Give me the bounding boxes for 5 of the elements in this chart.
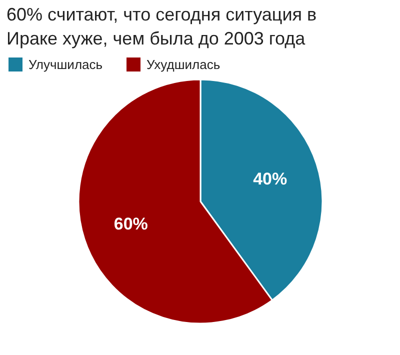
data-label: 40% bbox=[253, 169, 288, 188]
legend-label: Улучшилась bbox=[28, 57, 103, 72]
chart-title: 60% считают, что сегодня ситуация в Ираке хуже, чем была до 2003 года bbox=[6, 4, 317, 48]
legend-label: Ухудшилась bbox=[146, 57, 220, 72]
data-label: 60% bbox=[114, 214, 148, 234]
